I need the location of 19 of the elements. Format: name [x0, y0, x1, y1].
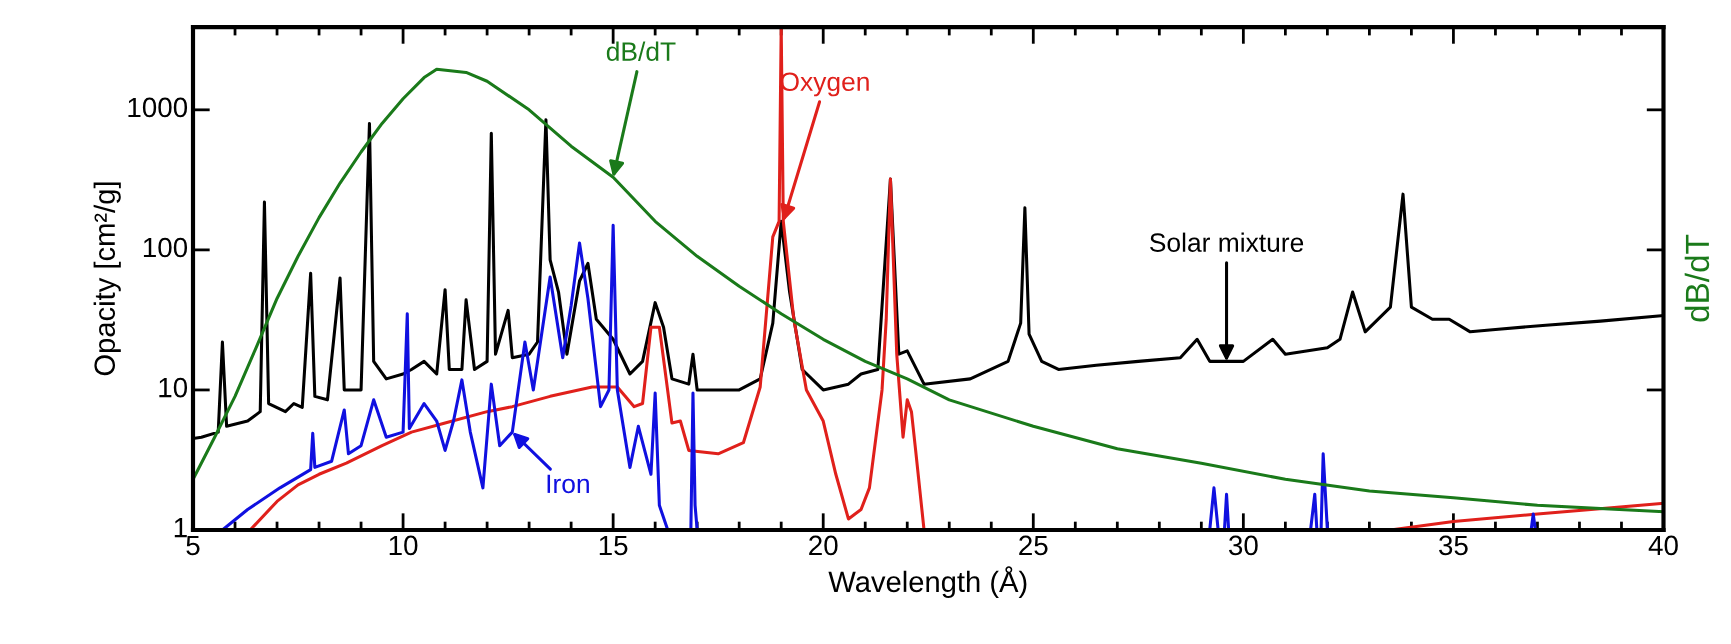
- y-axis-title: Opacity [cm²/g]: [93, 182, 121, 376]
- y-tick-label: 10: [159, 377, 188, 398]
- x-tick-label: 35: [1439, 535, 1468, 556]
- annotation: Oxygen: [780, 72, 869, 97]
- annotation: Iron: [547, 474, 589, 494]
- y2-axis-title: dB/dT: [1684, 234, 1710, 322]
- x-tick-label: 5: [186, 535, 200, 556]
- y-tick-label: 100: [143, 237, 188, 258]
- x-tick-label: 15: [599, 535, 628, 556]
- annotation: dB/dT: [606, 41, 676, 61]
- annotation: Solar mixture: [1150, 232, 1304, 252]
- x-tick-label: 10: [389, 535, 418, 556]
- x-tick-label: 40: [1648, 535, 1678, 556]
- x-tick-label: 30: [1228, 535, 1258, 556]
- x-tick-label: 25: [1019, 535, 1048, 556]
- y-tick-label: 1: [174, 518, 187, 538]
- y-tick-label: 1000: [128, 97, 188, 118]
- x-tick-label: 20: [809, 535, 838, 556]
- x-axis-title: Wavelength (Å): [828, 566, 1027, 598]
